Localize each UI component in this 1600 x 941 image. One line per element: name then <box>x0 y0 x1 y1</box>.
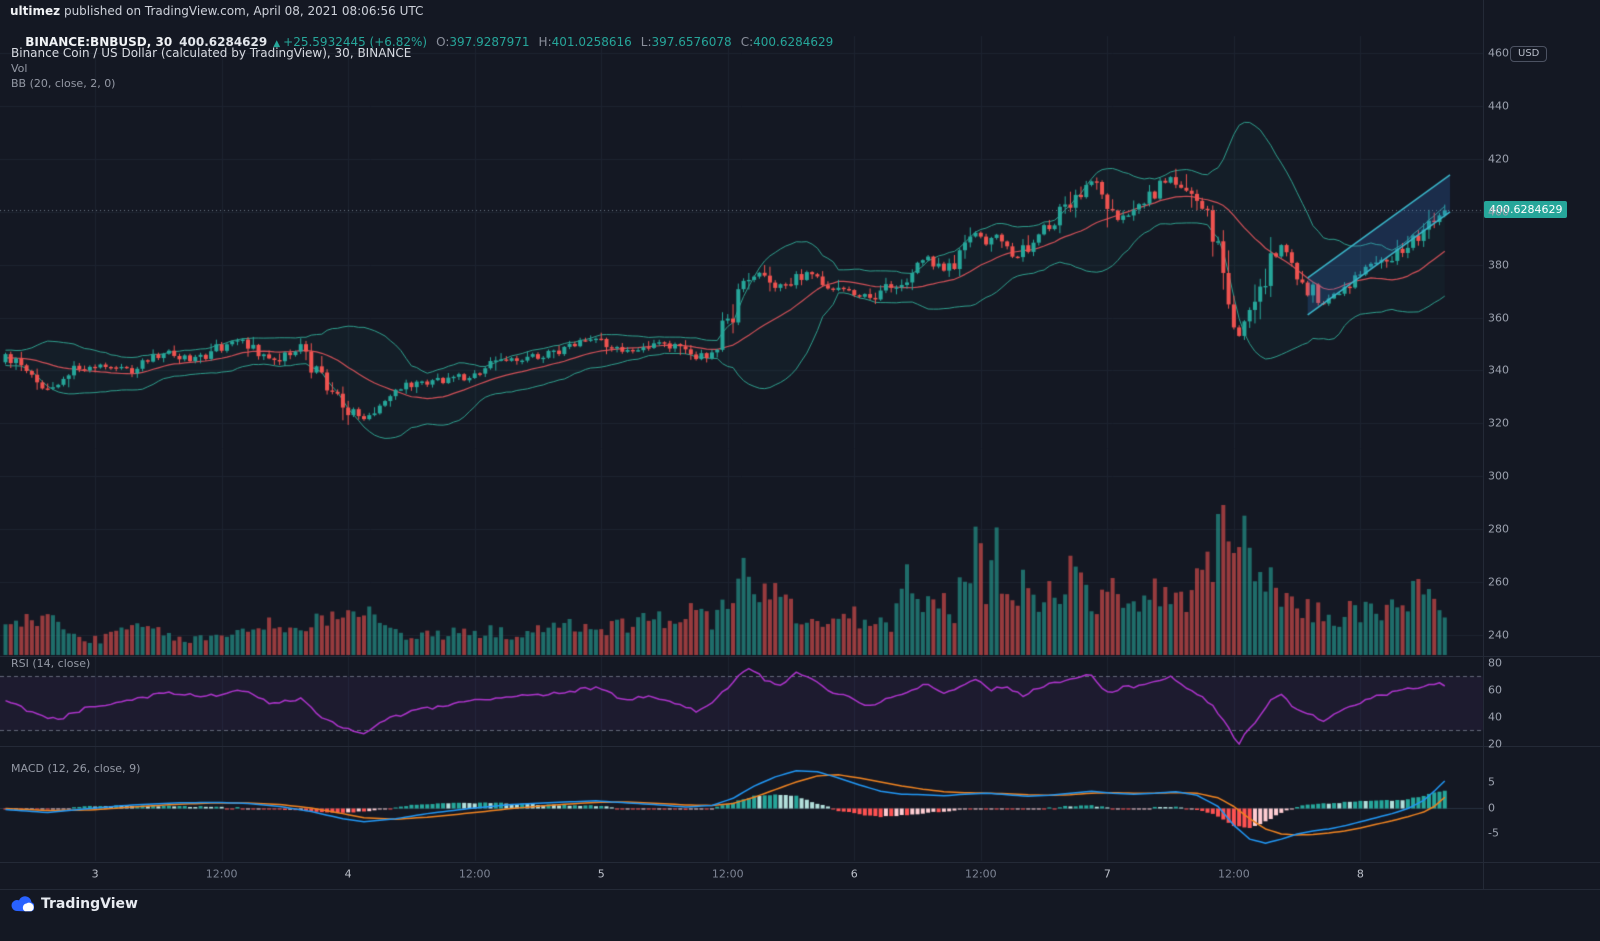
author-name: ultimez <box>10 4 61 18</box>
up-arrow-icon: ▲ <box>273 39 281 49</box>
price-tick-label: 440 <box>1488 99 1509 113</box>
price-tick-label: 300 <box>1488 469 1509 483</box>
price-tick-label: 380 <box>1488 258 1509 272</box>
price-tick-label: 340 <box>1488 363 1509 377</box>
time-tick-label: 12:00 <box>711 867 744 881</box>
price-axis-separator <box>1483 0 1484 889</box>
time-tick-label: 4 <box>344 867 352 881</box>
macd-tick-label: -5 <box>1488 826 1499 840</box>
chart-title[interactable]: Binance Coin / US Dollar (calculated by … <box>11 46 412 60</box>
time-tick-label: 7 <box>1103 867 1111 881</box>
header-last-price: 400.6284629 <box>179 35 268 49</box>
time-tick-label: 12:00 <box>205 867 238 881</box>
low-label: L: <box>640 35 652 49</box>
last-price-tag: 400.6284629 <box>1484 201 1568 219</box>
publish-info: published on TradingView.com, April 08, … <box>60 4 424 18</box>
pane-separator-rsi[interactable] <box>0 656 1600 657</box>
brand-name: TradingView <box>41 896 138 912</box>
tradingview-logo-icon <box>11 896 34 912</box>
price-tick-label: 260 <box>1488 575 1509 589</box>
volume-legend[interactable]: Vol <box>11 62 28 75</box>
time-tick-label: 8 <box>1356 867 1364 881</box>
price-tick-label: 320 <box>1488 416 1509 430</box>
low-value: 397.6576078 <box>651 35 732 49</box>
pane-separator-macd[interactable] <box>0 746 1600 747</box>
high-label: H: <box>538 35 552 49</box>
time-axis-separator <box>0 862 1600 863</box>
bollinger-legend[interactable]: BB (20, close, 2, 0) <box>11 77 116 90</box>
bottom-separator <box>0 889 1600 890</box>
publish-header: ultimez published on TradingView.com, Ap… <box>10 4 423 18</box>
time-tick-label: 6 <box>850 867 858 881</box>
rsi-tick-label: 40 <box>1488 710 1502 724</box>
price-tick-label: 460 <box>1488 46 1509 60</box>
time-tick-label: 12:00 <box>964 867 997 881</box>
time-tick-label: 3 <box>91 867 99 881</box>
rsi-tick-label: 80 <box>1488 656 1502 670</box>
time-tick-label: 12:00 <box>458 867 491 881</box>
symbol-header: BINANCE:BNBUSD, 30 400.6284629 ▲ +25.593244… <box>10 21 833 63</box>
high-value: 401.0258616 <box>551 35 632 49</box>
open-value: 397.9287971 <box>449 35 530 49</box>
macd-tick-label: 0 <box>1488 801 1495 814</box>
close-value: 400.6284629 <box>753 35 834 49</box>
macd-tick-label: 5 <box>1488 775 1495 789</box>
time-tick-label: 5 <box>597 867 605 881</box>
open-label: O: <box>436 35 450 49</box>
rsi-legend[interactable]: RSI (14, close) <box>11 657 91 670</box>
symbol-name[interactable]: BINANCE:BNBUSD, 30 <box>25 35 173 49</box>
price-tick-label: 360 <box>1488 311 1509 325</box>
price-tick-label: 420 <box>1488 152 1509 166</box>
header-change: +25.5932445 (+6.82%) <box>283 35 428 49</box>
price-tick-label: 400 <box>1488 205 1509 219</box>
macd-legend[interactable]: MACD (12, 26, close, 9) <box>11 762 141 775</box>
rsi-tick-label: 20 <box>1488 737 1502 751</box>
close-label: C: <box>740 35 754 49</box>
tradingview-footer[interactable]: TradingView <box>10 896 138 912</box>
price-tick-label: 280 <box>1488 522 1509 536</box>
rsi-tick-label: 60 <box>1488 683 1502 697</box>
price-tick-label: 240 <box>1488 628 1509 642</box>
currency-unit-button[interactable]: USD <box>1510 46 1548 62</box>
time-tick-label: 12:00 <box>1218 867 1250 881</box>
main-pane-legend: Binance Coin / US Dollar (calculated by … <box>11 45 411 91</box>
